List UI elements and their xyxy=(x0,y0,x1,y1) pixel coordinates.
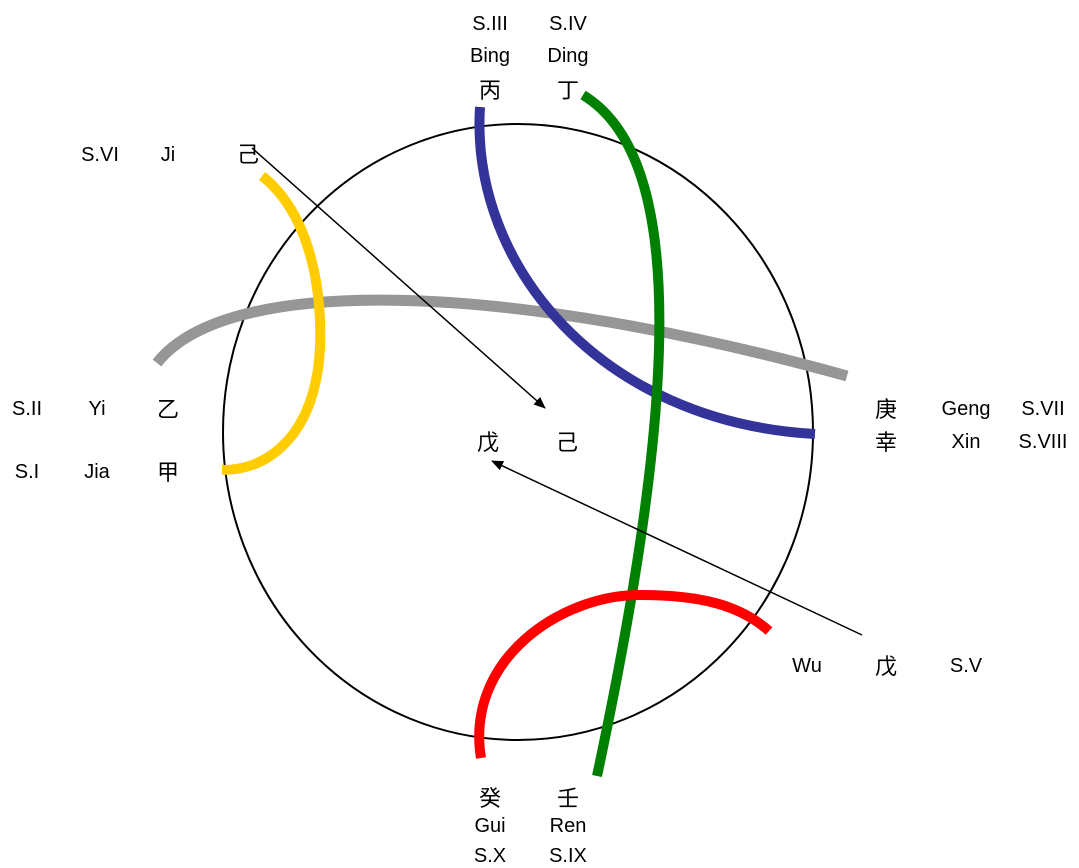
stem-wu-char: 戊 xyxy=(875,655,897,680)
stem-geng-pinyin: Geng xyxy=(942,398,991,420)
stem-wu-number: S.V xyxy=(950,655,983,677)
stem-ren-char: 壬 xyxy=(557,787,579,812)
arrow-ji-to-center xyxy=(251,147,546,409)
gray-arc-yi-geng xyxy=(152,294,849,382)
center-wu-char: 戊 xyxy=(477,431,499,456)
stem-yi-char: 乙 xyxy=(157,398,179,423)
stem-ren-pinyin: Ren xyxy=(550,815,587,837)
stem-bing-pinyin: Bing xyxy=(470,45,510,67)
blue-arc-bing-xin xyxy=(474,106,816,439)
stem-wu-pinyin: Wu xyxy=(792,655,822,677)
stem-yi-number: S.II xyxy=(12,398,42,420)
stem-yi-pinyin: Yi xyxy=(88,398,105,420)
stem-bing-number: S.III xyxy=(472,13,508,35)
stem-ji-number: S.VI xyxy=(81,144,119,166)
stem-ding-pinyin: Ding xyxy=(547,45,588,67)
stem-jia-char: 甲 xyxy=(157,461,179,486)
stem-xin-number: S.VIII xyxy=(1019,431,1068,453)
red-arc-gui-wu xyxy=(474,589,773,759)
stem-geng-number: S.VII xyxy=(1021,398,1064,420)
stem-ren-number: S.IX xyxy=(549,845,587,867)
stem-gui-number: S.X xyxy=(474,845,506,867)
green-arc-ding-ren xyxy=(580,90,665,778)
stem-geng-char: 庚 xyxy=(875,398,897,423)
stem-ji-char: 己 xyxy=(237,143,259,168)
stem-xin-char: 幸 xyxy=(875,431,897,456)
center-ji-char: 己 xyxy=(556,431,578,456)
stem-ding-number: S.IV xyxy=(549,13,587,35)
arrow-wu-to-center xyxy=(491,460,863,636)
stem-ding-char: 丁 xyxy=(557,79,579,104)
stem-xin-pinyin: Xin xyxy=(952,431,981,453)
stem-bing-char: 丙 xyxy=(479,79,501,104)
stem-gui-pinyin: Gui xyxy=(474,815,505,837)
yellow-arc-jia-ji xyxy=(221,172,326,475)
stem-gui-char: 癸 xyxy=(479,787,501,812)
stem-jia-pinyin: Jia xyxy=(84,461,110,483)
stem-jia-number: S.I xyxy=(15,461,39,483)
stem-ji-pinyin: Ji xyxy=(161,144,175,166)
